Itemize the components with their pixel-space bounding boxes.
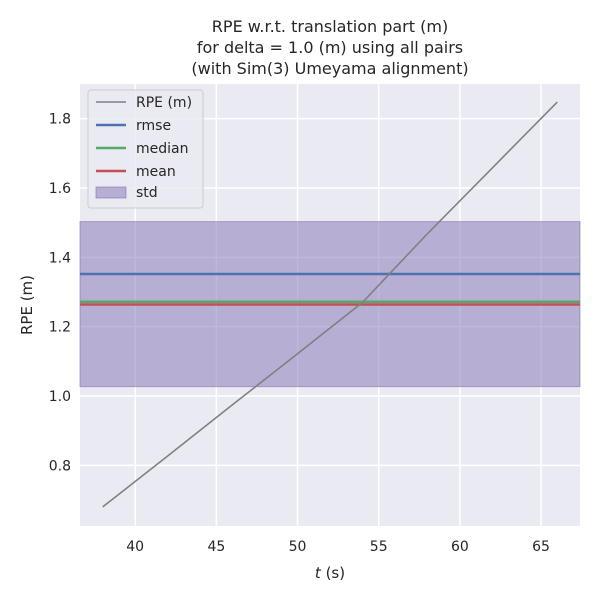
- x-tick-label: 50: [289, 539, 307, 555]
- legend: RPE (m) rmse median mean std: [87, 89, 204, 209]
- y-tick-label: 1.2: [49, 320, 71, 336]
- y-axis-label: RPE (m): [18, 275, 36, 335]
- y-tick-label: 1.0: [49, 389, 71, 405]
- title-line-1: RPE w.r.t. translation part (m): [212, 17, 448, 36]
- y-tick-label: 1.8: [49, 112, 71, 128]
- x-tick-label: 45: [207, 539, 225, 555]
- y-tick-label: 0.8: [49, 458, 71, 474]
- x-tick-label: 40: [126, 539, 144, 555]
- title-line-3: (with Sim(3) Umeyama alignment): [191, 59, 468, 78]
- legend-swatch-std: [95, 186, 127, 199]
- legend-label-rpe: RPE (m): [136, 95, 192, 111]
- legend-label-rmse: rmse: [136, 118, 171, 134]
- x-axis-label-unit: (s): [321, 564, 345, 582]
- legend-frame: [87, 89, 204, 209]
- y-tick-label: 1.6: [49, 181, 71, 197]
- y-tick-label: 1.4: [49, 250, 71, 266]
- legend-label-mean: mean: [136, 164, 176, 180]
- x-tick-label: 55: [370, 539, 388, 555]
- legend-label-median: median: [136, 141, 188, 157]
- series-layer: [102, 101, 558, 508]
- rpe-series-line: [102, 101, 558, 508]
- x-tick-label: 65: [532, 539, 550, 555]
- title-line-2: for delta = 1.0 (m) using all pairs: [197, 38, 463, 57]
- y-tick-labels: 0.8 1.0 1.2 1.4 1.6 1.8: [49, 112, 71, 475]
- x-axis-label-var: t: [315, 564, 322, 582]
- legend-label-std: std: [136, 185, 158, 201]
- x-tick-labels: 40 45 50 55 60 65: [126, 539, 550, 555]
- chart-title: RPE w.r.t. translation part (m) for delt…: [191, 17, 468, 78]
- stat-lines-layer: [80, 272, 580, 306]
- x-axis-label: t (s): [315, 564, 345, 582]
- x-tick-label: 60: [451, 539, 469, 555]
